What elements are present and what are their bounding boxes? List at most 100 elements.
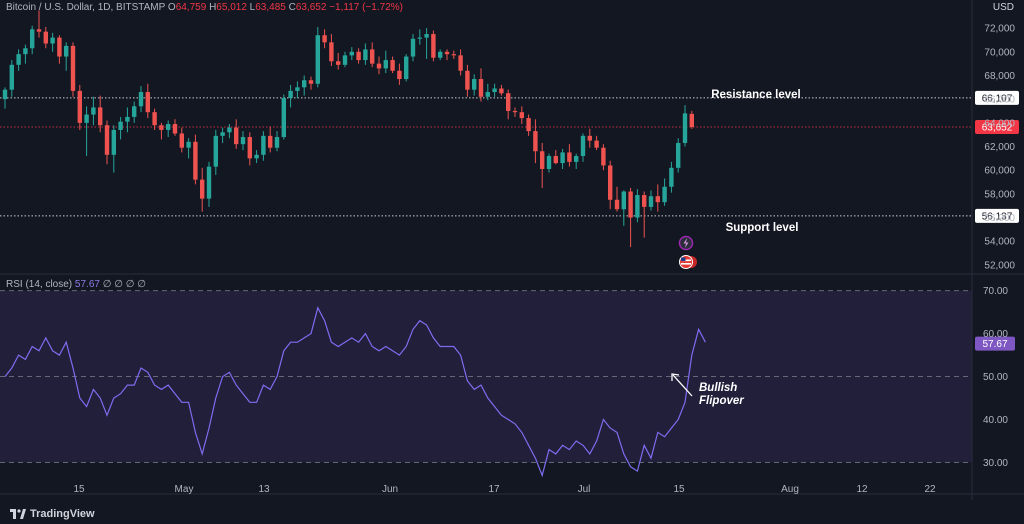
candle [383,50,388,74]
candle-body [336,61,341,65]
candle [526,114,531,136]
rsi-tick-label: 70.00 [983,286,1008,297]
time-tick-label: 12 [856,484,868,495]
symbol-title[interactable]: Bitcoin / U.S. Dollar, 1D, BITSTAMP [6,2,166,13]
candle-body [363,49,368,61]
tradingview-logo-icon [10,509,26,520]
candle-body [594,140,599,148]
us-flag-icon[interactable] [679,255,698,269]
price-tick-label: 56,000 [984,213,1015,224]
candle-body [23,48,28,55]
bullish-annotation: Bullish Flipover [671,373,744,407]
high-label: H [209,2,217,13]
rsi-tick-label: 30.00 [983,458,1008,469]
candle [91,96,96,126]
candle-body [512,110,518,113]
candle-body [64,45,69,57]
candle-body [567,152,572,162]
change-value: −1,117 (−1.72%) [329,2,403,13]
candle [465,64,470,97]
rsi-title[interactable]: RSI (14, close) [6,279,73,290]
candle-body [166,124,171,130]
candle [84,106,89,156]
candle-body [70,45,76,91]
candle-body [213,135,218,167]
candle [444,49,450,61]
candle-body [104,125,110,155]
candle [213,129,218,175]
candle [397,63,402,85]
candle [472,74,477,96]
candle-body [322,35,327,43]
candle-body [621,191,626,210]
candle-body [9,64,14,90]
candle-body [247,137,252,159]
tradingview-logo[interactable]: TradingView [10,508,95,520]
candle [206,161,212,207]
rsi-legend: RSI (14, close) 57.67 ∅ ∅ ∅ ∅ [6,279,146,290]
candle-body [84,114,89,123]
time-tick-label: 13 [258,484,270,495]
rsi-line[interactable] [4,306,706,478]
candle [329,34,334,67]
candle [519,106,524,125]
price-tick-label: 60,000 [984,166,1015,177]
candle [676,138,681,173]
open-value: 64,759 [175,2,207,13]
currency-label[interactable]: USD [992,2,1014,13]
candle [342,51,348,68]
close-value: 63,652 [295,2,327,13]
candle [70,42,76,97]
candle-body [669,167,674,187]
candle-body [16,54,21,65]
candle [540,142,545,188]
candle [689,110,694,129]
axes: 52,000 54,000 56,000 58,000 60,000 62,000 64,0… [73,24,1015,495]
candle [580,133,586,162]
candle-body [608,165,613,200]
candle [254,150,259,164]
candle [132,101,137,123]
rsi-tick-label: 40.00 [983,415,1008,426]
candle [125,107,130,133]
rsi-visibility-icons[interactable]: ∅ ∅ ∅ ∅ [102,279,146,290]
candle-body [451,54,456,56]
candle [16,49,21,71]
candle [57,35,62,64]
candle-body [655,196,660,203]
open-label: O [167,2,176,13]
candle-body [444,51,450,55]
close-label: C [288,2,296,13]
candle-body [526,118,531,132]
candle-body [438,51,443,58]
candle [288,84,293,108]
event-markers [678,235,698,269]
candle [376,56,382,75]
candle [23,44,28,64]
candle [628,187,633,248]
time-tick-label: 17 [488,484,500,495]
rsi-series: 57.67 [4,306,1015,478]
bullish-arrow-shaft [672,374,693,397]
lightning-icon[interactable] [678,235,694,251]
candle [315,26,320,88]
candle [186,138,191,159]
candle [560,148,565,170]
support-price-label: 56,137 [982,211,1013,222]
candle-body [648,196,654,207]
candle [261,131,266,161]
candle-body [186,141,191,148]
rsi-current-label: 57.67 [982,339,1007,350]
candle [404,54,409,82]
price-tick-label: 72,000 [984,24,1015,35]
chart-canvas[interactable]: 66,107 56,137 63,652 57.67 52,000 54,000 56,… [0,0,1024,500]
bullish-arrow-head [671,373,680,381]
candle-body [397,70,402,80]
price-tick-label: 70,000 [984,47,1015,58]
time-tick-label: Jul [578,484,591,495]
candle-body [295,87,300,91]
candle [431,30,436,62]
candle-body [485,92,490,97]
candle-body [356,51,361,61]
time-tick-label: 22 [924,484,936,495]
